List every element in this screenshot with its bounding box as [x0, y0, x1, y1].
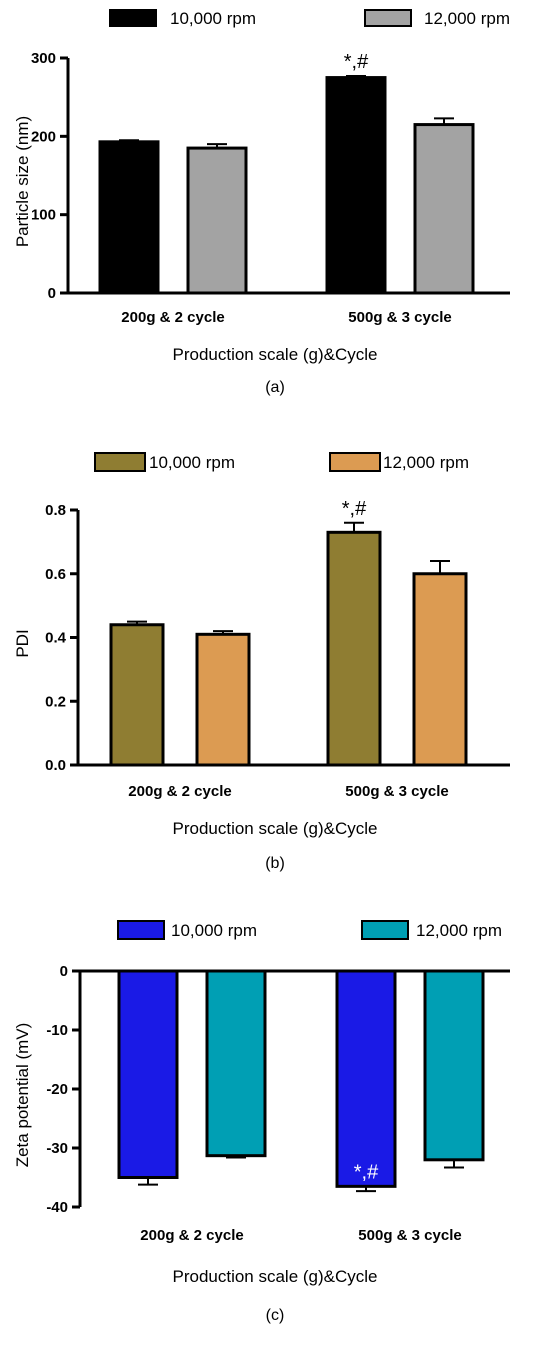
y-axis-label: PDI — [13, 629, 32, 657]
x-axis-label: Production scale (g)&Cycle — [172, 819, 377, 838]
significance-annotation: *,# — [344, 51, 369, 73]
legend-label-2: 12,000 rpm — [424, 9, 510, 28]
bar-series2-cat2 — [413, 123, 475, 295]
legend-swatch-1 — [94, 452, 146, 472]
x-axis-label: Production scale (g)&Cycle — [172, 345, 377, 364]
bar-series1-cat2 — [326, 530, 382, 767]
y-tick-label-4: 0 — [60, 963, 68, 980]
bar-series2-cat1 — [195, 632, 251, 767]
category-label-2: 500g & 3 cycle — [345, 783, 448, 800]
bar-series1-cat2 — [335, 969, 397, 1188]
legend-swatch-1 — [117, 920, 165, 940]
legend-swatch-2 — [364, 9, 412, 27]
y-tick-label-0: -40 — [46, 1199, 68, 1216]
panel-label: (a) — [265, 379, 285, 396]
y-tick-label-1: 100 — [31, 207, 56, 224]
x-axis-label: Production scale (g)&Cycle — [172, 1267, 377, 1286]
y-tick-label-3: 300 — [31, 50, 56, 67]
y-tick-label-1: 0.2 — [45, 693, 66, 710]
bar-series1-cat2 — [325, 76, 387, 295]
legend-label-1: 10,000 rpm — [171, 921, 257, 940]
legend-label-1: 10,000 rpm — [170, 9, 256, 28]
chart-panel-c: 10,000 rpm 12,000 rpm 200g & 2 cycle *,# 500… — [13, 920, 510, 1324]
significance-annotation: *,# — [342, 498, 367, 520]
category-label-2: 500g & 3 cycle — [358, 1227, 461, 1244]
y-tick-label-3: -10 — [46, 1022, 68, 1039]
legend-label-2: 12,000 rpm — [416, 921, 502, 940]
legend-swatch-2 — [361, 920, 409, 940]
y-axis-label: Zeta potential (mV) — [13, 1023, 32, 1168]
category-label-1: 200g & 2 cycle — [121, 309, 224, 326]
category-label-1: 200g & 2 cycle — [140, 1227, 243, 1244]
y-tick-label-3: 0.6 — [45, 566, 66, 583]
y-tick-label-1: -30 — [46, 1140, 68, 1157]
category-label-1: 200g & 2 cycle — [128, 783, 231, 800]
legend-label-2: 12,000 rpm — [383, 453, 469, 472]
panel-label: (c) — [266, 1307, 285, 1324]
bar-series1-cat1 — [109, 623, 165, 767]
panel-label: (b) — [265, 855, 285, 872]
bar-series1-cat1 — [98, 140, 160, 295]
bar-series1-cat1 — [117, 969, 179, 1179]
bar-series2-cat2 — [423, 969, 485, 1162]
y-axis-label: Particle size (nm) — [13, 116, 32, 247]
y-tick-label-2: 200 — [31, 128, 56, 145]
bar-series2-cat1 — [205, 969, 267, 1158]
y-tick-label-2: 0.4 — [45, 630, 67, 647]
chart-panel-a: 10,000 rpm 12,000 rpm 200g & 2 cycle *,# 500… — [13, 9, 510, 396]
y-tick-label-0: 0.0 — [45, 757, 66, 774]
legend-label-1: 10,000 rpm — [149, 453, 235, 472]
legend-swatch-1 — [109, 9, 157, 27]
bar-series2-cat2 — [412, 572, 468, 767]
y-tick-label-0: 0 — [48, 285, 56, 302]
chart-panel-b: 10,000 rpm 12,000 rpm 200g & 2 cycle *,# 500… — [13, 452, 510, 872]
y-tick-label-4: 0.8 — [45, 502, 66, 519]
bar-series2-cat1 — [186, 146, 248, 295]
legend-swatch-2 — [329, 452, 381, 472]
significance-annotation: *,# — [354, 1161, 379, 1183]
category-label-2: 500g & 3 cycle — [348, 309, 451, 326]
y-tick-label-2: -20 — [46, 1081, 68, 1098]
